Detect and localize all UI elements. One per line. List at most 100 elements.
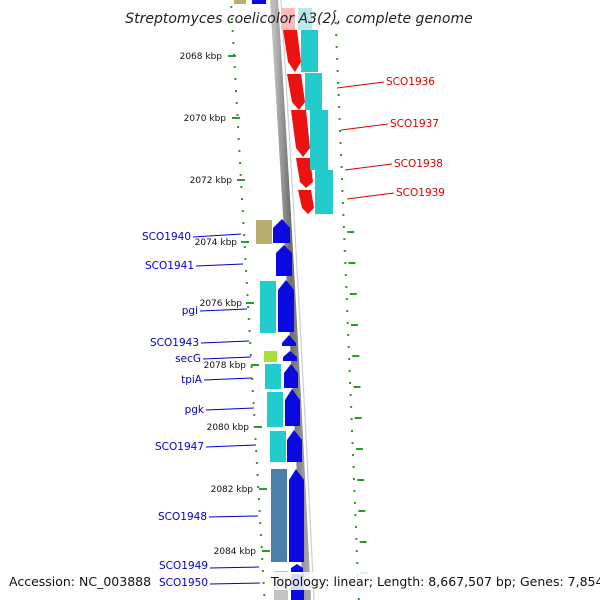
scale-tick-label: 2074 kbp bbox=[195, 238, 238, 248]
gene-label-SCO1943[interactable]: SCO1943 bbox=[150, 337, 199, 349]
gene-label-pgk[interactable]: pgk bbox=[185, 404, 205, 416]
gene-label-SCO1938[interactable]: SCO1938 bbox=[394, 158, 443, 170]
track-dot bbox=[259, 522, 262, 524]
gene-arrow-SCO1937[interactable] bbox=[287, 74, 305, 110]
gene-label-pgi[interactable]: pgi bbox=[182, 305, 198, 317]
track-dot bbox=[232, 42, 235, 44]
track-dot bbox=[235, 90, 237, 92]
gene-label-tpiA[interactable]: tpiA bbox=[181, 374, 203, 386]
track-dot bbox=[262, 582, 265, 584]
scale-tick-label: 2082 kbp bbox=[211, 485, 254, 495]
track-dot bbox=[344, 274, 347, 276]
track-dot bbox=[345, 298, 348, 300]
gene-arrow-SCO1939[interactable] bbox=[296, 158, 313, 188]
track-dot bbox=[335, 34, 338, 36]
gene-arrow-SCO1940[interactable] bbox=[273, 219, 290, 243]
track-dot bbox=[337, 82, 340, 84]
track-dot bbox=[337, 94, 340, 96]
gene-label-SCO1950[interactable]: SCO1950 bbox=[159, 577, 208, 589]
cog-block-cyan bbox=[260, 281, 276, 333]
gene-arrow-SCO1936[interactable] bbox=[283, 30, 301, 72]
track-dot bbox=[234, 78, 237, 80]
track-dot bbox=[352, 466, 355, 468]
gene-label-SCO1940[interactable]: SCO1940 bbox=[142, 231, 191, 243]
track-dot bbox=[348, 358, 351, 360]
track-dot bbox=[340, 166, 343, 168]
track-dot bbox=[346, 322, 349, 324]
track-dot bbox=[354, 514, 357, 516]
track-dot bbox=[231, 18, 233, 20]
track-dot bbox=[353, 502, 356, 504]
track-dot bbox=[355, 538, 358, 540]
gene-arrow-secG[interactable] bbox=[283, 351, 297, 361]
gene-arrow-SCO1947[interactable] bbox=[287, 430, 302, 462]
gene-arrow-tpiA[interactable] bbox=[284, 364, 298, 388]
track-dot bbox=[240, 186, 243, 188]
track-dot bbox=[256, 474, 259, 476]
track-dot bbox=[341, 178, 343, 180]
gene-label-SCO1937[interactable]: SCO1937 bbox=[390, 118, 439, 130]
track-dot bbox=[343, 238, 346, 240]
gene-label-SCO1947[interactable]: SCO1947 bbox=[155, 441, 204, 453]
track-dot bbox=[249, 354, 252, 356]
track-dot bbox=[241, 198, 244, 200]
cog-block-lime bbox=[264, 351, 277, 362]
track-dot bbox=[239, 174, 242, 176]
track-dot bbox=[238, 150, 241, 152]
map-title: Streptomyces coelicolor A3(2), complete … bbox=[125, 11, 473, 27]
gene-arrow-SCO1939b[interactable] bbox=[298, 190, 314, 214]
track-dot bbox=[230, 6, 233, 8]
label-leader bbox=[336, 81, 385, 89]
track-dot bbox=[251, 390, 254, 392]
label-leader bbox=[203, 377, 253, 381]
track-dot bbox=[241, 210, 244, 212]
track-dot bbox=[341, 202, 344, 204]
forward-gene-track bbox=[281, 8, 333, 214]
cog-block bbox=[281, 8, 295, 30]
track-dot bbox=[251, 378, 254, 380]
cog-block-cyan bbox=[301, 30, 318, 72]
track-dot bbox=[247, 318, 250, 320]
track-dot bbox=[335, 46, 338, 48]
gene-arrow-SCO1938[interactable] bbox=[291, 110, 310, 157]
label-leader bbox=[209, 566, 260, 569]
gene-arrow-SCO1948[interactable] bbox=[289, 469, 304, 562]
label-leader bbox=[202, 356, 252, 360]
label-leader bbox=[340, 123, 389, 131]
track-dot bbox=[244, 258, 247, 260]
track-dot bbox=[349, 394, 352, 396]
track-dot bbox=[259, 534, 262, 536]
cog-block-cyan bbox=[315, 170, 333, 214]
gene-arrow-pgk[interactable] bbox=[285, 389, 300, 426]
gene-label-SCO1949[interactable]: SCO1949 bbox=[159, 560, 208, 572]
gene-label-SCO1936[interactable]: SCO1936 bbox=[386, 76, 435, 88]
genome-backbone-highlight bbox=[280, 0, 315, 600]
gene-label-secG[interactable]: secG bbox=[175, 353, 201, 365]
track-dot bbox=[257, 498, 260, 500]
track-dot bbox=[347, 334, 350, 336]
track-dot bbox=[242, 222, 245, 224]
cog-block-cyan bbox=[270, 431, 286, 462]
gene-arrow-SCO1943[interactable] bbox=[282, 335, 296, 346]
partial-gene-block bbox=[252, 0, 266, 4]
track-dot bbox=[339, 130, 341, 132]
gene-label-SCO1948[interactable]: SCO1948 bbox=[158, 511, 207, 523]
cog-block-cyan bbox=[267, 392, 283, 427]
gene-label-SCO1941[interactable]: SCO1941 bbox=[145, 260, 194, 272]
track-dot bbox=[334, 22, 337, 24]
track-dot bbox=[248, 330, 251, 332]
track-dot bbox=[246, 294, 249, 296]
track-dot bbox=[250, 366, 253, 368]
track-dot bbox=[344, 262, 347, 264]
gene-arrow-SCO1949[interactable] bbox=[291, 564, 303, 572]
label-leader bbox=[344, 163, 393, 171]
scale-tick-label: 2070 kbp bbox=[184, 114, 227, 124]
scale-tick-label: 2080 kbp bbox=[207, 423, 250, 433]
track-dot bbox=[233, 66, 236, 68]
forward-gene-labels: SCO1936 SCO1937 SCO1938 SCO1939 bbox=[336, 76, 445, 200]
gene-label-SCO1939[interactable]: SCO1939 bbox=[396, 187, 445, 199]
gene-arrow-pgi[interactable] bbox=[278, 280, 294, 332]
track-dot bbox=[252, 402, 255, 404]
gene-arrow-SCO1941[interactable] bbox=[276, 245, 292, 276]
